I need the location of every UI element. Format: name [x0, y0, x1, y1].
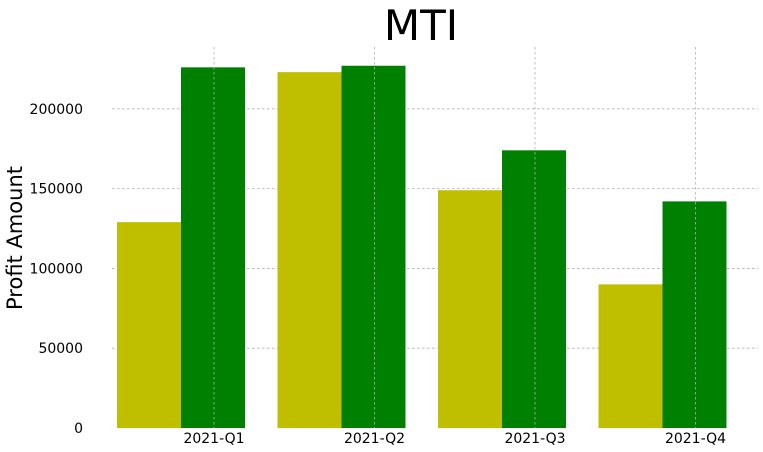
- y-tick-label: 150000: [30, 182, 83, 198]
- y-tick-label: 100000: [30, 261, 83, 277]
- bar-series1-2021-q2: [277, 72, 342, 429]
- bar-series2-2021-q1: [181, 67, 245, 428]
- x-axis-ticks: 2021-Q1 2021-Q2 2021-Q3 2021-Q4: [183, 431, 726, 447]
- chart-title: MTI: [384, 1, 458, 50]
- bar-series1-2021-q3: [438, 190, 502, 428]
- y-axis-ticks: 0 50000 100000 150000 200000: [30, 102, 83, 437]
- x-tick-label: 2021-Q4: [665, 431, 726, 447]
- vertical-grid-lines: [213, 47, 696, 428]
- x-tick-label: 2021-Q2: [344, 431, 405, 447]
- bar-series2-2021-q4: [662, 201, 727, 428]
- bar-series2-2021-q3: [502, 150, 566, 428]
- y-tick-label: 0: [74, 421, 83, 437]
- y-tick-label: 200000: [30, 102, 83, 118]
- y-axis-label: Profit Amount: [3, 166, 27, 310]
- bar-series1-2021-q1: [117, 222, 181, 428]
- bars: [117, 65, 727, 429]
- y-tick-label: 50000: [38, 341, 83, 357]
- bar-series1-2021-q4: [598, 284, 663, 428]
- x-tick-label: 2021-Q1: [183, 431, 244, 447]
- bar-series2-2021-q2: [341, 65, 406, 428]
- x-tick-label: 2021-Q3: [504, 431, 565, 447]
